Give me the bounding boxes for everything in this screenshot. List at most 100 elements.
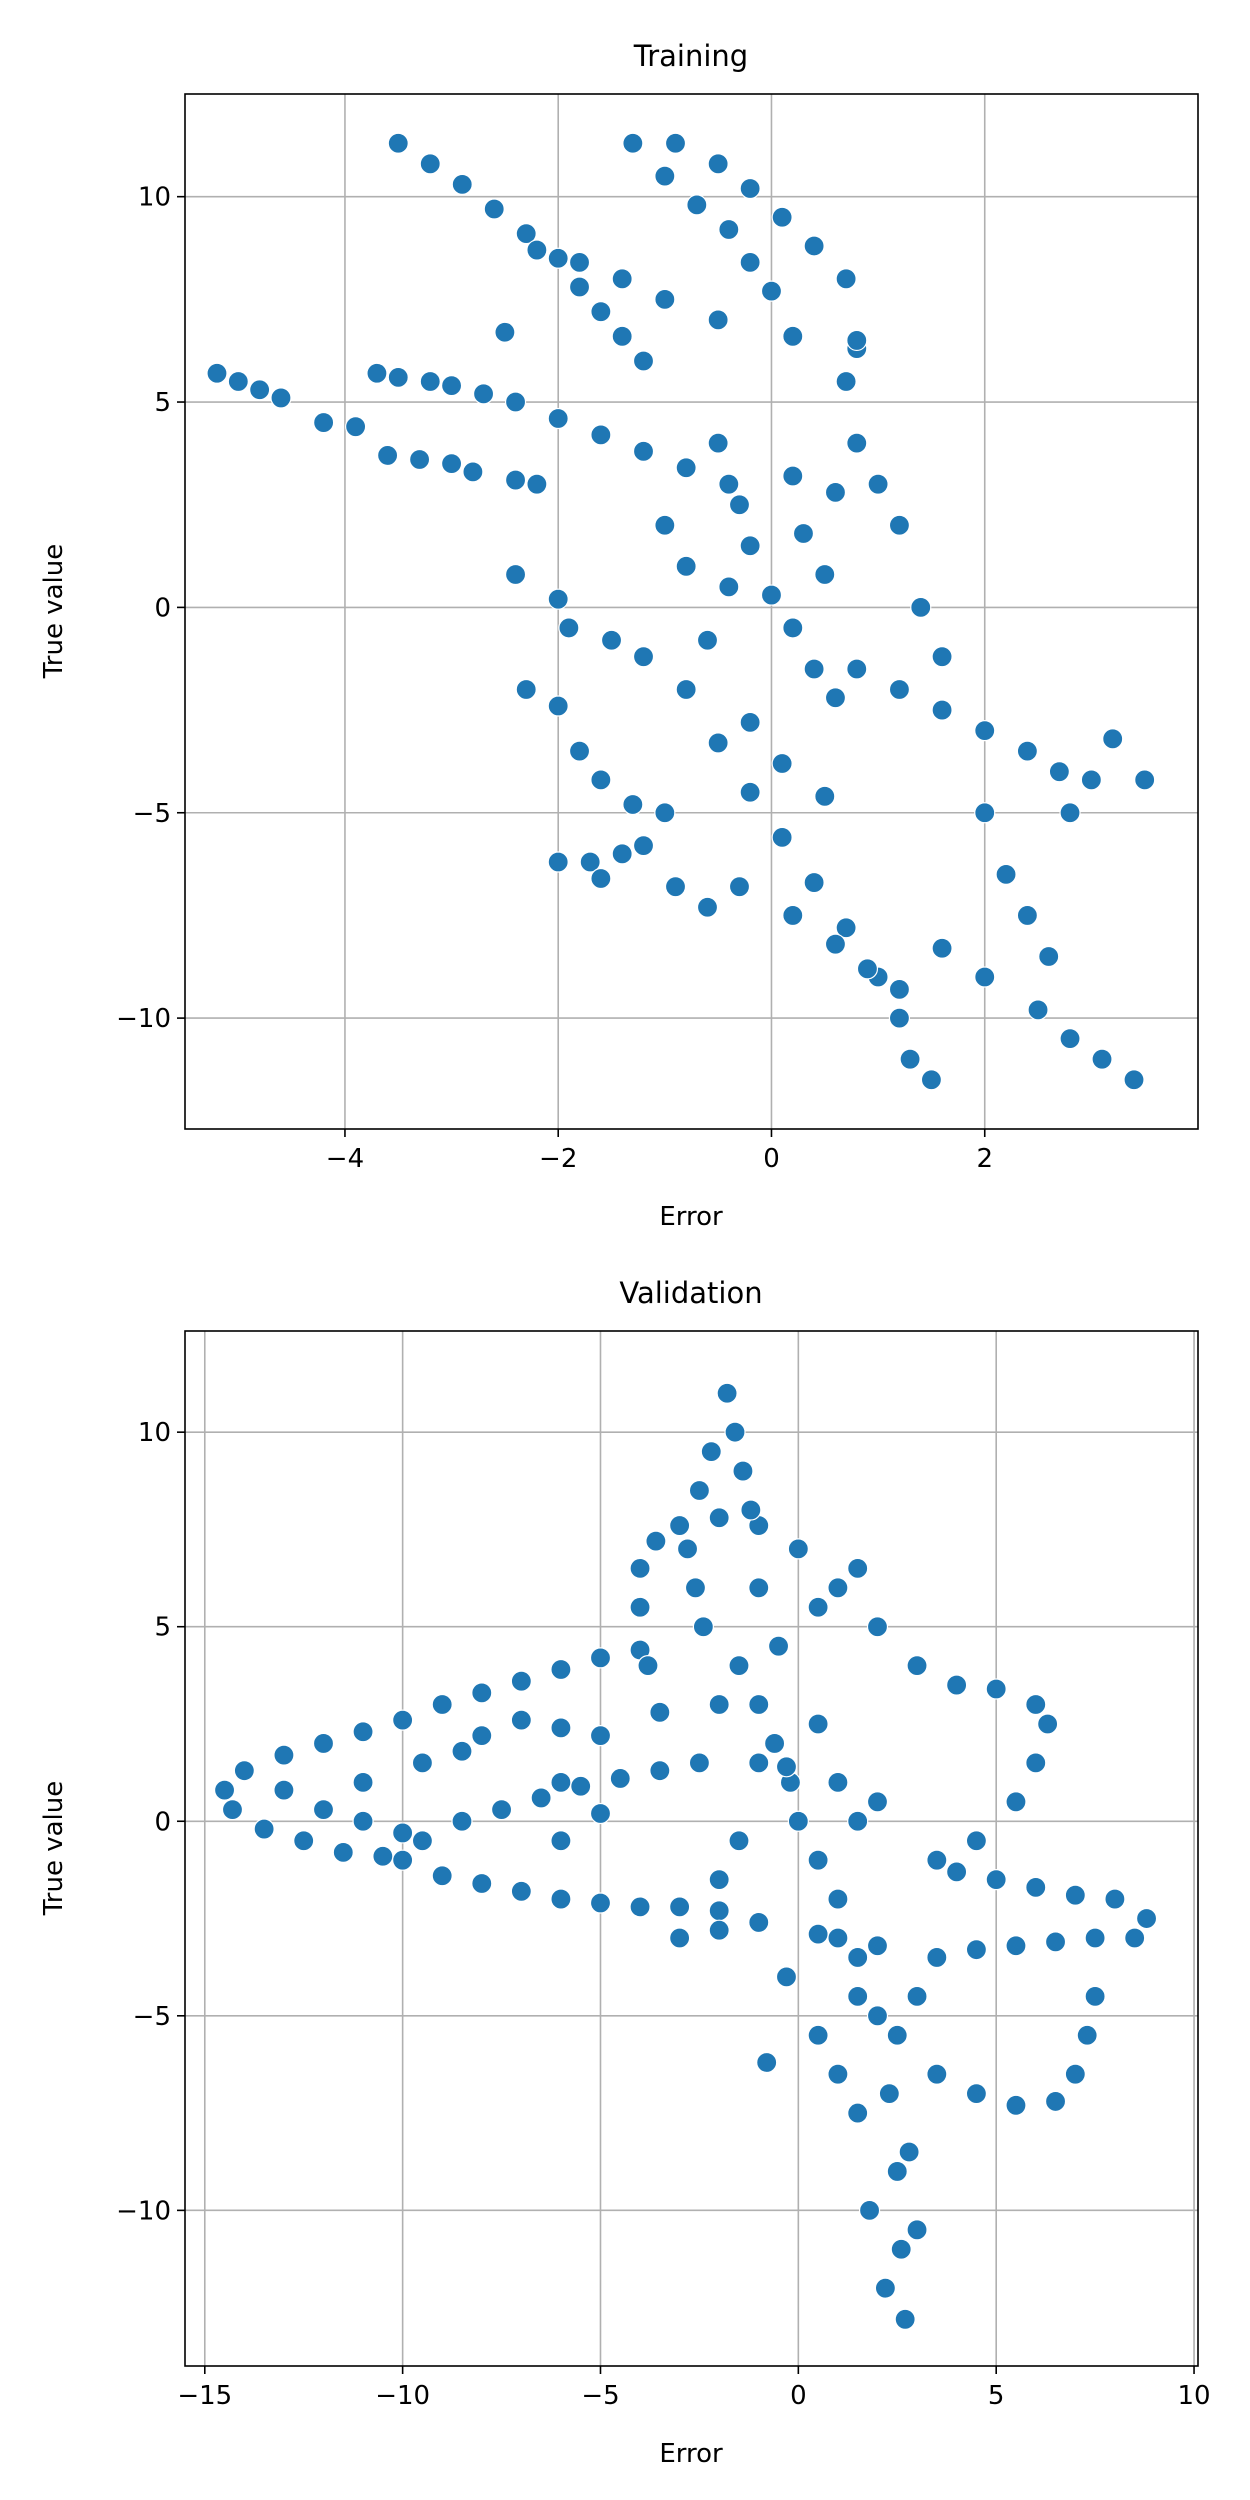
validation-data-point — [775, 1756, 798, 1778]
validation-x-tick-label: 10 — [1177, 2381, 1210, 2411]
training-data-point — [899, 1048, 921, 1070]
validation-data-point — [728, 1655, 750, 1677]
validation-data-point — [312, 1732, 335, 1755]
validation-y-tick-label: 10 — [138, 1418, 171, 1448]
validation-data-point — [708, 1900, 730, 1922]
validation-data-point — [684, 1577, 707, 1599]
validation-data-point — [708, 1869, 730, 1891]
validation-data-point — [451, 1810, 473, 1832]
training-data-point — [739, 711, 761, 733]
training-data-point — [760, 280, 783, 302]
validation-chart: −15 −10 −5 0 5 10 −10 −5 0 5 10 Validation Error T… — [39, 1276, 1211, 2469]
training-data-point — [600, 629, 623, 651]
training-data-point — [547, 695, 569, 717]
validation-data-point — [807, 1596, 829, 1618]
training-data-point — [568, 740, 591, 762]
validation-data-point — [1005, 1935, 1027, 1957]
validation-data-point — [1025, 1752, 1047, 1774]
training-data-point — [632, 350, 655, 372]
validation-data-point — [550, 1888, 572, 1910]
validation-title: Validation — [619, 1276, 762, 1310]
training-y-axis-label: True value — [39, 544, 69, 680]
training-data-point — [824, 481, 847, 503]
validation-data-point — [1135, 1907, 1158, 1930]
validation-data-point — [807, 1923, 829, 1945]
validation-x-axis-label: Error — [659, 2439, 723, 2469]
validation-data-point — [471, 1725, 493, 1747]
validation-data-point — [878, 2083, 900, 2105]
validation-data-point — [756, 2051, 778, 2074]
training-data-point — [920, 1069, 943, 1091]
validation-data-point — [874, 2277, 896, 2299]
validation-data-point — [431, 1865, 453, 1887]
training-data-point — [1080, 769, 1102, 791]
training-data-point — [739, 251, 761, 273]
validation-data-point — [894, 2308, 916, 2330]
validation-data-point — [946, 1861, 968, 1883]
training-data-point — [408, 448, 431, 471]
validation-data-point — [1104, 1888, 1126, 1910]
training-data-point — [931, 646, 953, 668]
validation-data-point — [847, 1810, 869, 1832]
validation-data-point — [510, 1709, 532, 1731]
training-data-point — [632, 646, 655, 668]
validation-data-point — [570, 1775, 592, 1797]
training-data-point — [782, 904, 804, 927]
validation-y-tick-label: 0 — [154, 1807, 171, 1837]
training-y-tick-label: 5 — [154, 388, 171, 418]
validation-data-point — [550, 1658, 572, 1681]
training-data-point — [387, 366, 409, 388]
training-data-point — [974, 720, 996, 742]
training-data-point — [782, 465, 804, 487]
validation-data-point — [253, 1818, 275, 1840]
validation-data-point — [965, 2083, 988, 2105]
training-data-point — [419, 153, 441, 175]
validation-data-point — [629, 1896, 651, 1918]
validation-data-point — [890, 2238, 912, 2260]
training-data-point — [718, 576, 740, 598]
training-plot-frame — [184, 93, 1199, 1130]
training-data-point — [814, 785, 836, 807]
validation-data-point — [645, 1530, 667, 1552]
training-data-point — [931, 699, 953, 721]
validation-data-point — [827, 2063, 849, 2085]
training-data-point — [718, 473, 740, 495]
training-data-point — [782, 325, 804, 347]
validation-data-point — [748, 1752, 770, 1774]
validation-data-point — [312, 1798, 335, 1821]
validation-data-point — [550, 1830, 572, 1852]
training-data-point — [1048, 761, 1070, 783]
validation-data-point — [1025, 1876, 1047, 1899]
training-data-point — [590, 301, 612, 323]
validation-data-point — [669, 1514, 691, 1537]
validation-data-point — [965, 1830, 988, 1852]
validation-data-point — [392, 1849, 414, 1871]
training-data-point — [377, 444, 399, 467]
training-data-point — [313, 411, 335, 434]
training-data-point — [686, 194, 708, 216]
training-data-point — [526, 239, 548, 261]
training-y-tick-label: 0 — [154, 593, 171, 623]
validation-data-point — [827, 1888, 849, 1910]
validation-data-point — [1084, 1927, 1106, 1949]
validation-data-point — [1064, 2063, 1086, 2085]
validation-data-point — [708, 1919, 730, 1941]
training-data-point — [696, 629, 719, 651]
training-data-point — [547, 247, 569, 269]
validation-data-point — [431, 1693, 453, 1716]
validation-data-point — [510, 1670, 532, 1692]
validation-data-point — [748, 1693, 770, 1716]
training-data-point — [1016, 904, 1038, 927]
training-data-point — [856, 958, 879, 980]
validation-data-point — [847, 2102, 869, 2124]
validation-data-point — [676, 1538, 699, 1560]
validation-data-point — [926, 1946, 948, 1969]
training-data-point — [547, 588, 569, 610]
training-data-point — [728, 494, 751, 516]
validation-data-point — [510, 1880, 532, 1902]
validation-data-point — [716, 1382, 738, 1404]
validation-data-point — [392, 1709, 414, 1731]
validation-data-point — [649, 1760, 671, 1782]
validation-data-point — [847, 1985, 869, 2007]
